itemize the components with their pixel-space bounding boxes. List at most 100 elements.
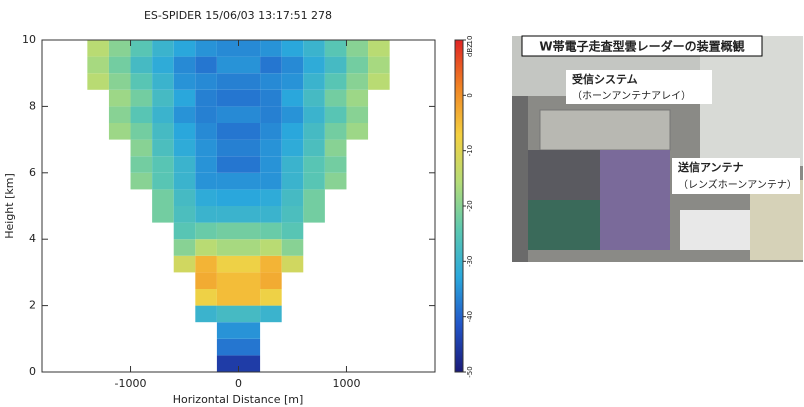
heatmap-cell (217, 106, 239, 123)
heatmap-cell (368, 57, 390, 74)
heatmap-cell (368, 73, 390, 90)
heatmap-cell (325, 156, 347, 173)
heatmap-cell (303, 57, 325, 74)
heatmap-cell (152, 173, 174, 190)
heatmap-cell (174, 140, 196, 157)
y-tick-label: 0 (29, 365, 36, 378)
heatmap-cell (195, 289, 217, 306)
heatmap-cell (282, 173, 304, 190)
heatmap-cell (325, 123, 347, 140)
heatmap-cell (239, 239, 261, 256)
heatmap-cell (303, 106, 325, 123)
y-tick-label: 8 (29, 99, 36, 112)
heatmap-cell (152, 206, 174, 223)
heatmap-cell (195, 256, 217, 273)
heatmap-cell (282, 140, 304, 157)
heatmap-cell (217, 206, 239, 223)
heatmap-cell (282, 40, 304, 57)
heatmap-cell (195, 189, 217, 206)
heatmap-cell (239, 189, 261, 206)
heatmap-cell (174, 189, 196, 206)
heatmap-cell (174, 57, 196, 74)
chart-title: ES-SPIDER 15/06/03 13:17:51 278 (144, 9, 332, 22)
heatmap-cell (109, 90, 131, 107)
heatmap-cell (282, 223, 304, 240)
heatmap-cell (368, 40, 390, 57)
heatmap-cell (282, 123, 304, 140)
heatmap-cell (195, 40, 217, 57)
heatmap-cell (109, 106, 131, 123)
heatmap-cell (174, 239, 196, 256)
colorbar-tick-label: -10 (466, 145, 474, 156)
heatmap-cell (195, 156, 217, 173)
heatmap-cell (239, 289, 261, 306)
heatmap-cell (303, 140, 325, 157)
heatmap-cell (217, 123, 239, 140)
heatmap-cell (152, 73, 174, 90)
colorbar-tick-label: -50 (466, 366, 474, 377)
heatmap-cell (217, 140, 239, 157)
heatmap-cell (239, 140, 261, 157)
heatmap-cell (109, 40, 131, 57)
heatmap-cell (174, 256, 196, 273)
heatmap-cell (195, 239, 217, 256)
heatmap-cell (303, 123, 325, 140)
heatmap-cell (217, 57, 239, 74)
heatmap-cell (239, 106, 261, 123)
heatmap-cell (217, 289, 239, 306)
colorbar-tick-label: -40 (466, 311, 474, 322)
photo-label: 受信システム (572, 72, 638, 86)
y-tick-label: 10 (22, 33, 36, 46)
heatmap-cell (260, 256, 282, 273)
page: ES-SPIDER 15/06/03 13:17:51 278 Horizont… (0, 0, 804, 407)
heatmap-cell (195, 140, 217, 157)
heatmap-cell (217, 156, 239, 173)
heatmap-cell (217, 306, 239, 323)
heatmap-cell (239, 123, 261, 140)
heatmap-cell (260, 289, 282, 306)
heatmap-cell (325, 90, 347, 107)
heatmap-cell (131, 173, 153, 190)
heatmap-cell (303, 73, 325, 90)
heatmap-cell (152, 123, 174, 140)
colorbar (455, 40, 463, 372)
heatmap-cell (217, 40, 239, 57)
heatmap-cell (239, 339, 261, 356)
heatmap-cell (174, 106, 196, 123)
heatmap-cell (325, 40, 347, 57)
heatmap-cell (239, 322, 261, 339)
heatmap-cell (217, 73, 239, 90)
heatmap-cell (174, 173, 196, 190)
heatmap-cell (239, 256, 261, 273)
heatmap-cell (152, 40, 174, 57)
heatmap-cell (260, 73, 282, 90)
heatmap-cell (346, 90, 368, 107)
heatmap-cell (217, 256, 239, 273)
heatmap-cell (282, 90, 304, 107)
heatmap-cell (346, 106, 368, 123)
heatmap-cell (131, 90, 153, 107)
heatmap-cell (260, 223, 282, 240)
heatmap-cell (152, 140, 174, 157)
heatmap-cell (109, 123, 131, 140)
colorbar-tick-label: -30 (466, 256, 474, 267)
heatmap-cell (195, 106, 217, 123)
heatmap-cell (87, 73, 109, 90)
heatmap-cell (282, 156, 304, 173)
heatmap-cell (217, 322, 239, 339)
heatmap-cell (131, 73, 153, 90)
heatmap-cell (239, 206, 261, 223)
heatmap-cell (325, 140, 347, 157)
heatmap-cell (282, 106, 304, 123)
y-tick-label: 4 (29, 232, 36, 245)
heatmap-cell (239, 156, 261, 173)
photo (512, 36, 803, 262)
heatmap-cell (260, 106, 282, 123)
heatmap-cell (282, 256, 304, 273)
colorbar-tick-label: -20 (466, 200, 474, 211)
heatmap-cell (325, 73, 347, 90)
heatmap-cell (282, 239, 304, 256)
heatmap-cell (239, 73, 261, 90)
heatmap-cell (195, 57, 217, 74)
heatmap-cell (303, 40, 325, 57)
